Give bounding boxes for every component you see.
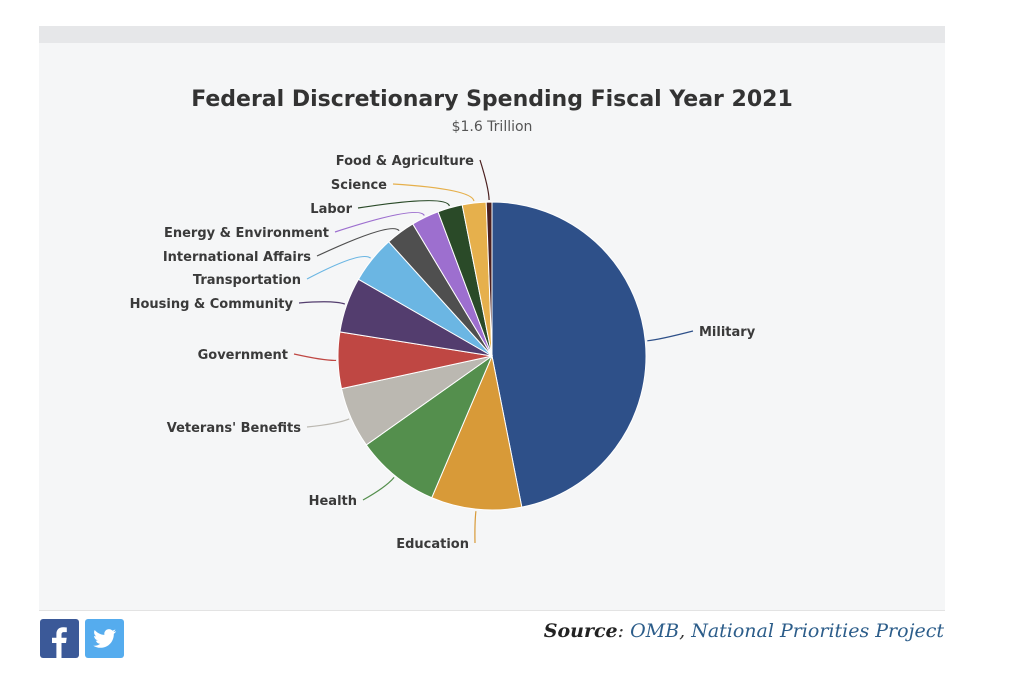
- pie-chart: Military Education Health Veterans' Benefit…: [130, 154, 756, 552]
- slice-label-government: Government: [198, 348, 288, 363]
- slice-label-transportation: Transportation: [193, 273, 301, 288]
- leader-line-energy-and-environment: [334, 211, 425, 233]
- leader-line-education: [474, 511, 477, 544]
- facebook-share-button[interactable]: [40, 619, 79, 658]
- leader-line-food-and-agriculture: [479, 159, 490, 201]
- chart-subtitle: $1.6 Trillion: [451, 119, 533, 135]
- twitter-icon: [93, 629, 117, 648]
- twitter-share-button[interactable]: [85, 619, 124, 658]
- pie-slice-education[interactable]: [431, 354, 523, 511]
- slice-label-education: Education: [396, 537, 469, 552]
- slice-label-labor: Labor: [310, 202, 352, 217]
- slice-label-military: Military: [699, 325, 756, 340]
- leader-line-labor: [357, 200, 450, 209]
- chart-header-bar: [39, 26, 945, 43]
- leader-line-government: [293, 353, 337, 362]
- slice-label-health: Health: [309, 494, 357, 509]
- source-separator: :: [617, 620, 631, 642]
- leader-line-veterans-benefits: [306, 418, 350, 428]
- slice-label-veterans-benefits: Veterans' Benefits: [167, 421, 302, 436]
- source-link-npp[interactable]: National Priorities Project: [691, 620, 944, 642]
- slice-label-energy-and-environment: Energy & Environment: [164, 226, 329, 241]
- leader-line-transportation: [306, 255, 371, 280]
- footer-divider: [39, 610, 945, 611]
- chart-title: Federal Discretionary Spending Fiscal Ye…: [191, 87, 793, 112]
- leader-line-international-affairs: [316, 228, 400, 257]
- leader-line-housing-and-community: [298, 301, 346, 305]
- leader-line-science: [392, 183, 475, 202]
- source-label: Source: [543, 620, 618, 642]
- chart-panel: Federal Discretionary Spending Fiscal Ye…: [39, 43, 945, 610]
- slice-label-food-and-agriculture: Food & Agriculture: [336, 154, 474, 169]
- pie-slice-military[interactable]: [491, 201, 647, 508]
- leader-line-health: [362, 477, 395, 501]
- source-credit: Source: OMB, National Priorities Project: [544, 620, 944, 642]
- leader-line-military: [647, 330, 694, 342]
- source-comma: ,: [679, 620, 692, 642]
- pie-slice-health[interactable]: [365, 354, 494, 499]
- slice-label-international-affairs: International Affairs: [163, 250, 311, 265]
- slice-label-science: Science: [331, 178, 387, 193]
- facebook-icon: [52, 627, 67, 658]
- source-link-omb[interactable]: OMB: [630, 620, 680, 642]
- pie-slice-food-and-agriculture[interactable]: [485, 201, 493, 357]
- slice-label-housing-and-community: Housing & Community: [130, 297, 294, 312]
